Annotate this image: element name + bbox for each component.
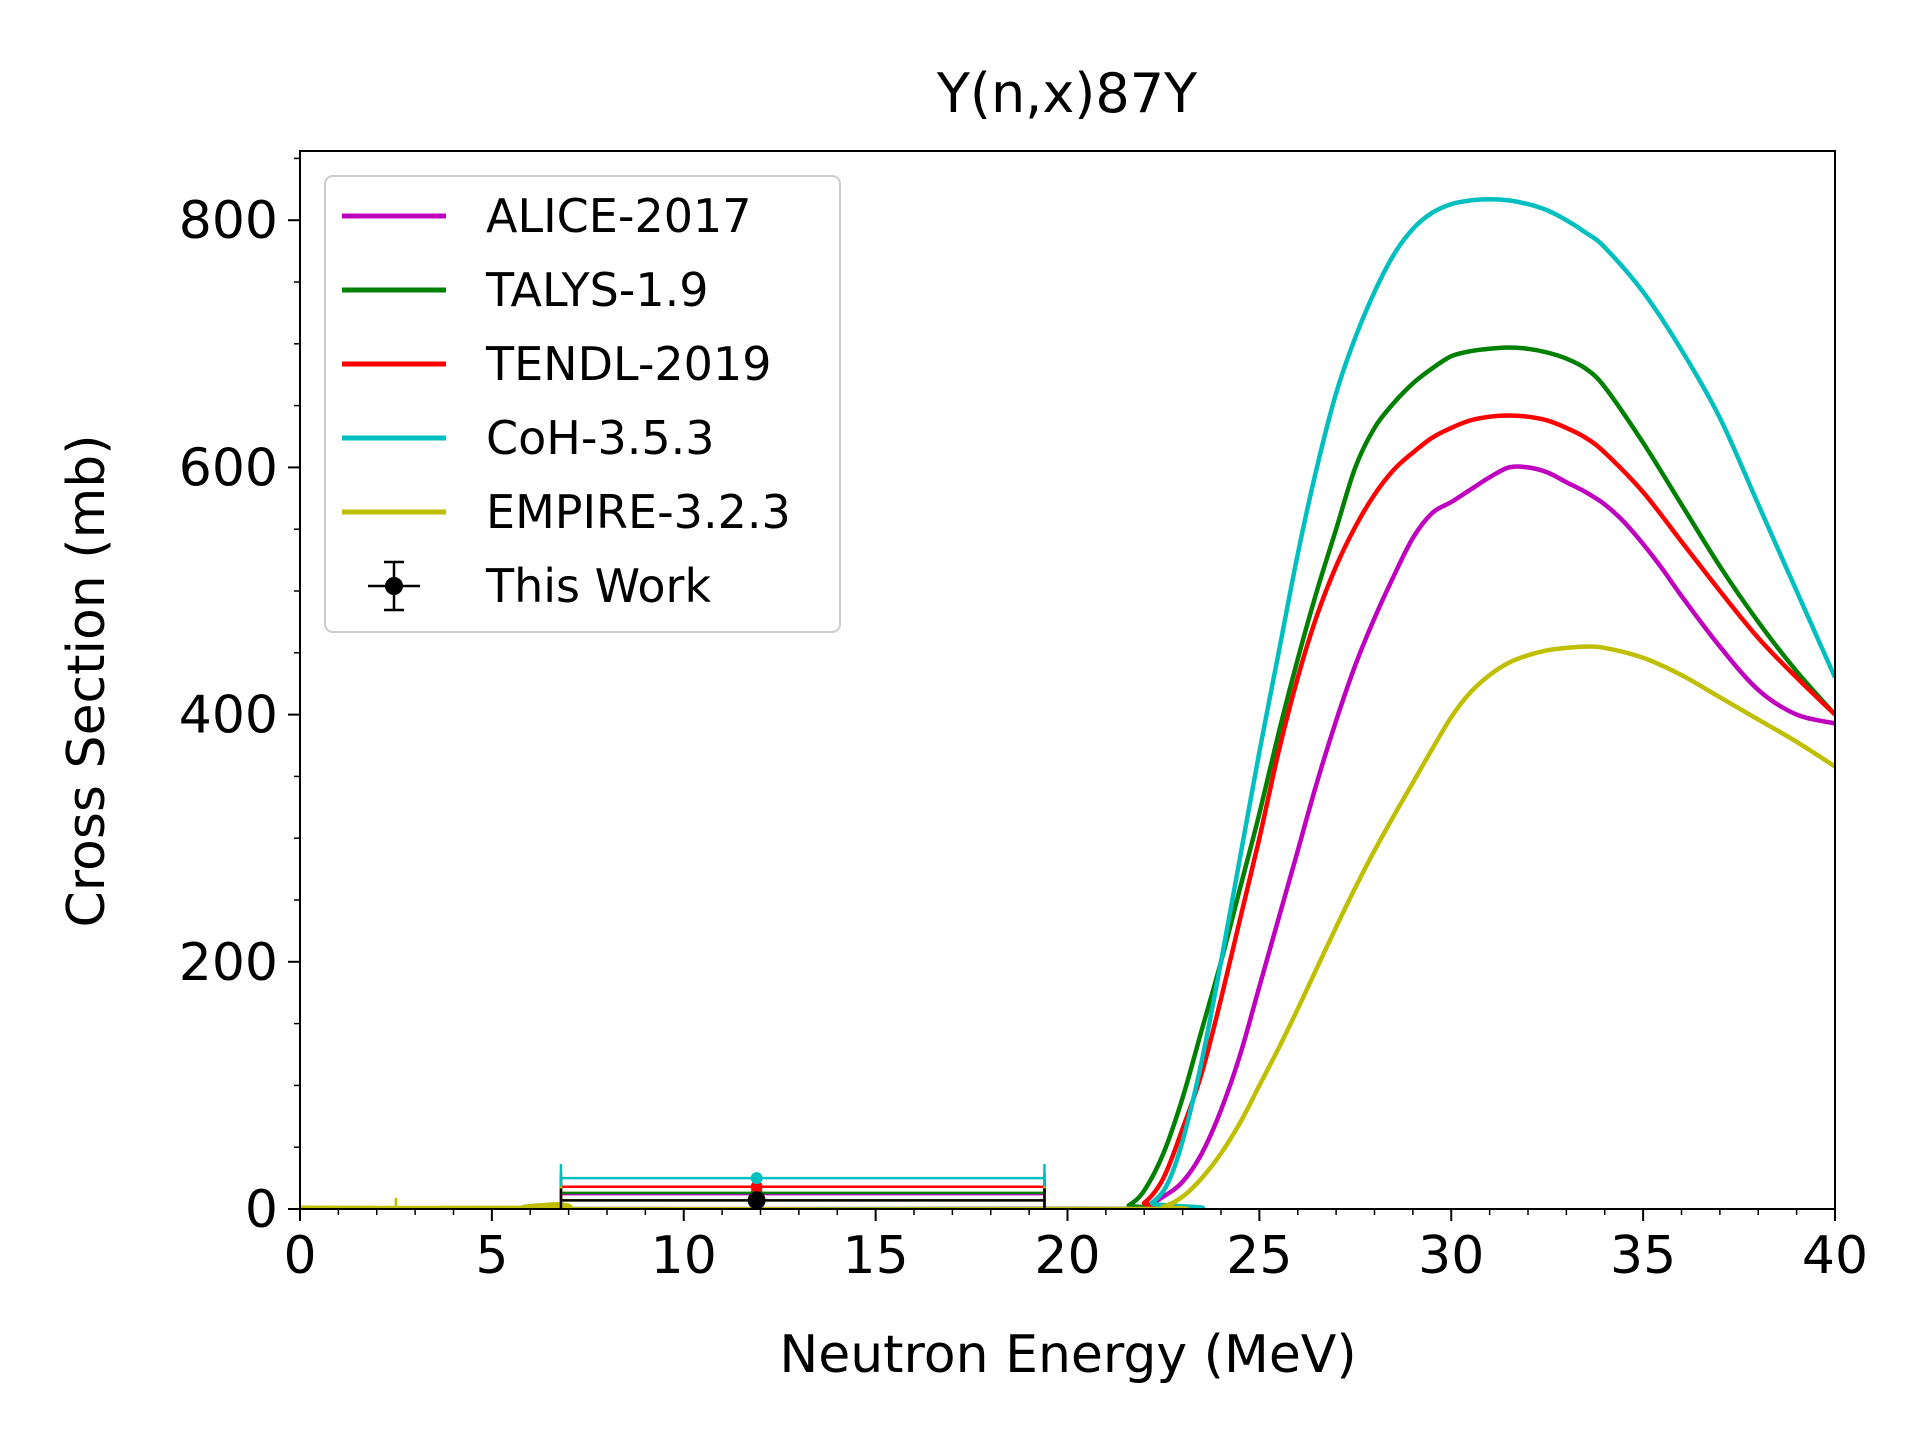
legend-label: TALYS-1.9 [485,263,709,317]
y-axis-label: Cross Section (mb) [57,434,117,927]
y-tick-label: 200 [179,933,278,993]
series-line [300,464,1835,1209]
x-tick-label: 10 [651,1226,717,1286]
data-point [747,1191,766,1209]
x-tick-label: 35 [1610,1226,1676,1286]
y-tick-label: 800 [179,191,278,251]
y-tick-label: 600 [179,438,278,498]
legend-label: EMPIRE-3.2.3 [486,485,791,539]
x-tick-label: 40 [1802,1226,1868,1286]
y-tick-label: 0 [245,1180,278,1240]
x-tick-label: 30 [1418,1226,1484,1286]
x-tick-label: 5 [475,1226,508,1286]
legend-label: This Work [485,559,711,613]
x-tick-label: 0 [283,1226,316,1286]
plot-clipped-layer [300,196,1835,1209]
legend: ALICE-2017 TALYS-1.9 TENDL-2019 CoH-3.5.3 EM… [324,175,841,633]
x-tick-label: 15 [843,1226,909,1286]
legend-marker [385,577,403,595]
series-line [300,196,1835,1209]
legend-label: TENDL-2019 [485,337,771,391]
series-line [300,413,1835,1209]
series-line [300,345,1835,1209]
y-tick-label: 400 [179,686,278,746]
x-tick-label: 20 [1034,1226,1100,1286]
data-point [750,1172,763,1185]
x-tick-label: 25 [1226,1226,1292,1286]
x-axis-label: Neutron Energy (MeV) [779,1325,1356,1385]
legend-box [324,175,841,633]
legend-label: ALICE-2017 [486,189,752,243]
legend-label: CoH-3.5.3 [486,411,715,465]
data-point [750,1180,763,1193]
chart-title: Y(n,x)87Y [936,62,1198,125]
series-line [300,644,1835,1209]
